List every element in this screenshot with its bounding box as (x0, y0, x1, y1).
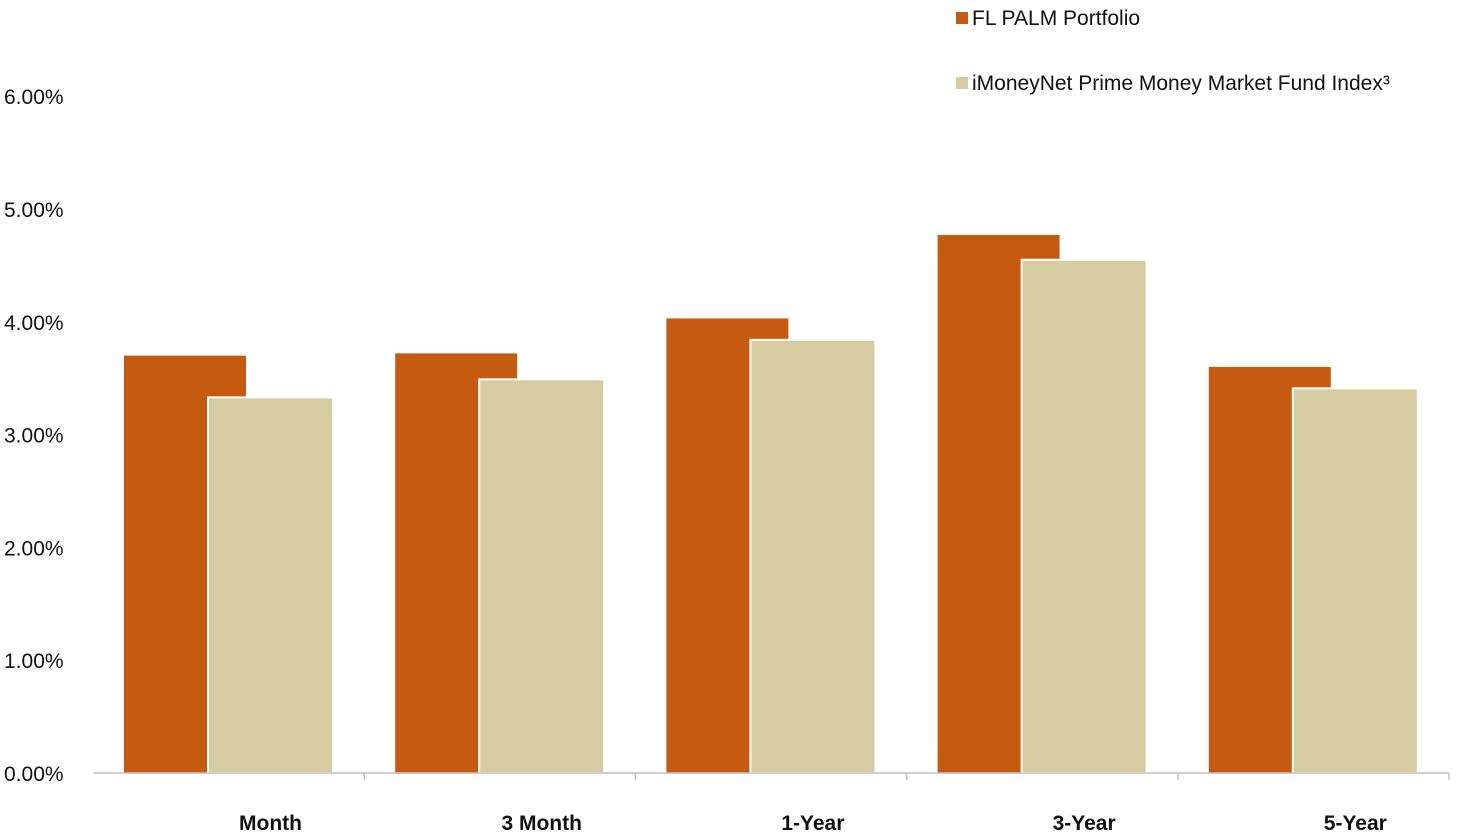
bars (124, 234, 1419, 774)
legend-label: iMoneyNet Prime Money Market Fund Index³ (972, 72, 1390, 95)
bar-imoneynet-index (478, 378, 606, 774)
y-tick-label: 5.00% (4, 199, 64, 222)
x-category-label: Month (239, 812, 302, 835)
y-axis: 0.00% 1.00% 2.00% 3.00% 4.00% 5.00% 6.00% (4, 86, 64, 786)
y-tick-label: 3.00% (4, 425, 64, 448)
bar-imoneynet-index (1291, 387, 1419, 774)
x-axis: Month 3 Month 1-Year 3-Year 5-Year (93, 772, 1450, 835)
x-category-label: 3-Year (1053, 812, 1116, 835)
x-category-label: 1-Year (781, 812, 844, 835)
y-tick-label: 4.00% (4, 312, 64, 335)
y-tick-label: 2.00% (4, 537, 64, 560)
legend-swatch (956, 12, 968, 24)
bar-imoneynet-index (207, 396, 334, 774)
legend: FL PALM Portfolio iMoneyNet Prime Money M… (956, 7, 1390, 95)
x-category-label: 3 Month (501, 812, 581, 835)
y-tick-label: 1.00% (4, 650, 64, 673)
x-category-label: 5-Year (1324, 812, 1387, 835)
y-tick-label: 0.00% (4, 763, 64, 786)
bar-imoneynet-index (1020, 258, 1148, 774)
legend-swatch (956, 77, 968, 89)
legend-label: FL PALM Portfolio (972, 7, 1140, 30)
y-tick-label: 6.00% (4, 86, 64, 109)
bar-imoneynet-index (749, 338, 877, 774)
